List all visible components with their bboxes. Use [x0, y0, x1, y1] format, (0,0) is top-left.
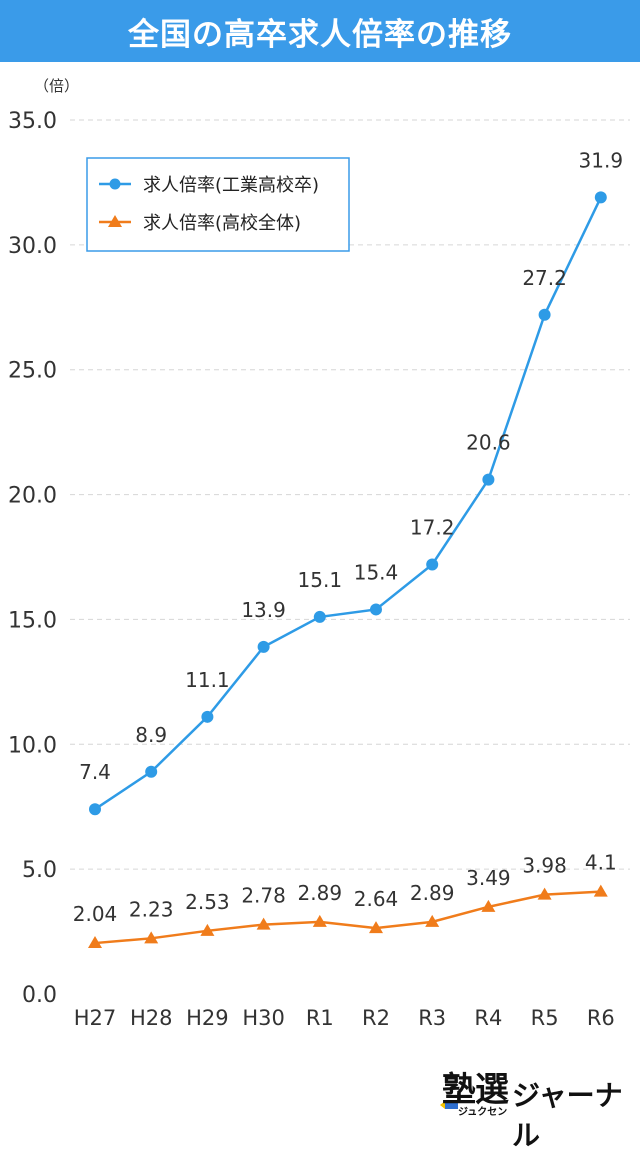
- x-tick-label: R6: [587, 1006, 615, 1030]
- legend-marker: [108, 215, 122, 227]
- data-label: 2.53: [185, 890, 230, 914]
- data-point: [482, 473, 495, 486]
- legend-marker: [109, 178, 121, 190]
- series-line: [94, 196, 602, 811]
- y-tick-label: 35.0: [8, 109, 57, 134]
- data-label: 31.9: [579, 148, 624, 172]
- line-chart: 0.0 5.0 10.0 15.0 20.0 25.0 30.0 35.0 （倍） H27 H28 H…: [8, 77, 630, 1030]
- data-point: [593, 884, 608, 897]
- data-label: 15.4: [354, 560, 399, 584]
- data-label: 27.2: [522, 266, 567, 290]
- brand-kana: ジュクセン: [458, 1107, 508, 1118]
- x-tick-label: R1: [306, 1006, 334, 1030]
- brand-logo: 塾選 ジュクセン ジャーナル: [440, 1062, 630, 1152]
- data-label: 2.89: [410, 881, 455, 905]
- data-point: [256, 917, 271, 930]
- data-point: [144, 931, 159, 944]
- data-point: [594, 191, 607, 204]
- data-point: [481, 899, 496, 912]
- data-point: [89, 803, 101, 816]
- brand-word: ジャーナル: [512, 1079, 623, 1152]
- data-point: [425, 914, 440, 927]
- data-point: [370, 603, 382, 616]
- data-label: 15.1: [298, 568, 343, 592]
- data-point: [145, 765, 158, 778]
- brand-kanji: 塾選: [442, 1070, 509, 1110]
- data-point: [201, 710, 214, 723]
- legend-label: 求人倍率(高校全体): [143, 213, 301, 234]
- legend-box: [86, 157, 350, 252]
- data-point: [88, 936, 102, 949]
- title-banner: 全国の高卒求人倍率の推移: [0, 0, 640, 62]
- y-unit-label: （倍）: [34, 77, 79, 95]
- y-tick-label: 0.0: [22, 983, 57, 1008]
- data-label: 2.89: [298, 881, 343, 905]
- x-tick-label: R3: [418, 1006, 446, 1030]
- data-label: 11.1: [185, 668, 230, 692]
- x-tick-label: R5: [531, 1006, 559, 1030]
- x-tick-label: H29: [186, 1006, 229, 1030]
- data-label: 2.78: [241, 884, 286, 908]
- data-label: 2.04: [73, 902, 118, 926]
- data-point: [538, 308, 551, 321]
- y-tick-label: 20.0: [8, 484, 57, 509]
- data-label: 8.9: [135, 723, 167, 747]
- data-label: 3.49: [466, 866, 511, 890]
- data-label: 17.2: [410, 515, 455, 539]
- legend-label: 求人倍率(工業高校卒): [143, 175, 319, 196]
- data-point: [257, 640, 270, 653]
- data-label: 2.64: [354, 887, 399, 911]
- data-point: [369, 921, 383, 934]
- x-tick-label: H30: [242, 1006, 285, 1030]
- data-point: [426, 558, 439, 571]
- x-tick-label: H27: [74, 1006, 117, 1030]
- data-point: [312, 914, 327, 927]
- x-tick-label: R4: [474, 1006, 502, 1030]
- y-tick-label: 10.0: [8, 733, 57, 758]
- data-label: 3.98: [522, 854, 567, 878]
- x-tick-label: R2: [362, 1006, 390, 1030]
- data-point: [200, 923, 215, 936]
- y-tick-label: 30.0: [8, 234, 57, 259]
- series-line: [94, 890, 601, 945]
- data-label: 7.4: [79, 760, 111, 784]
- data-point: [537, 887, 552, 900]
- chart-title: 全国の高卒求人倍率の推移: [128, 16, 512, 53]
- pencil-icon: [440, 1101, 458, 1109]
- y-tick-label: 25.0: [8, 359, 57, 384]
- x-tick-label: H28: [130, 1006, 173, 1030]
- data-point: [313, 610, 326, 623]
- data-label: 2.23: [129, 897, 174, 921]
- y-tick-label: 5.0: [22, 858, 57, 883]
- data-label: 20.6: [466, 431, 511, 455]
- data-label: 4.1: [585, 851, 617, 875]
- data-label: 13.9: [241, 598, 286, 622]
- y-tick-label: 15.0: [8, 608, 57, 633]
